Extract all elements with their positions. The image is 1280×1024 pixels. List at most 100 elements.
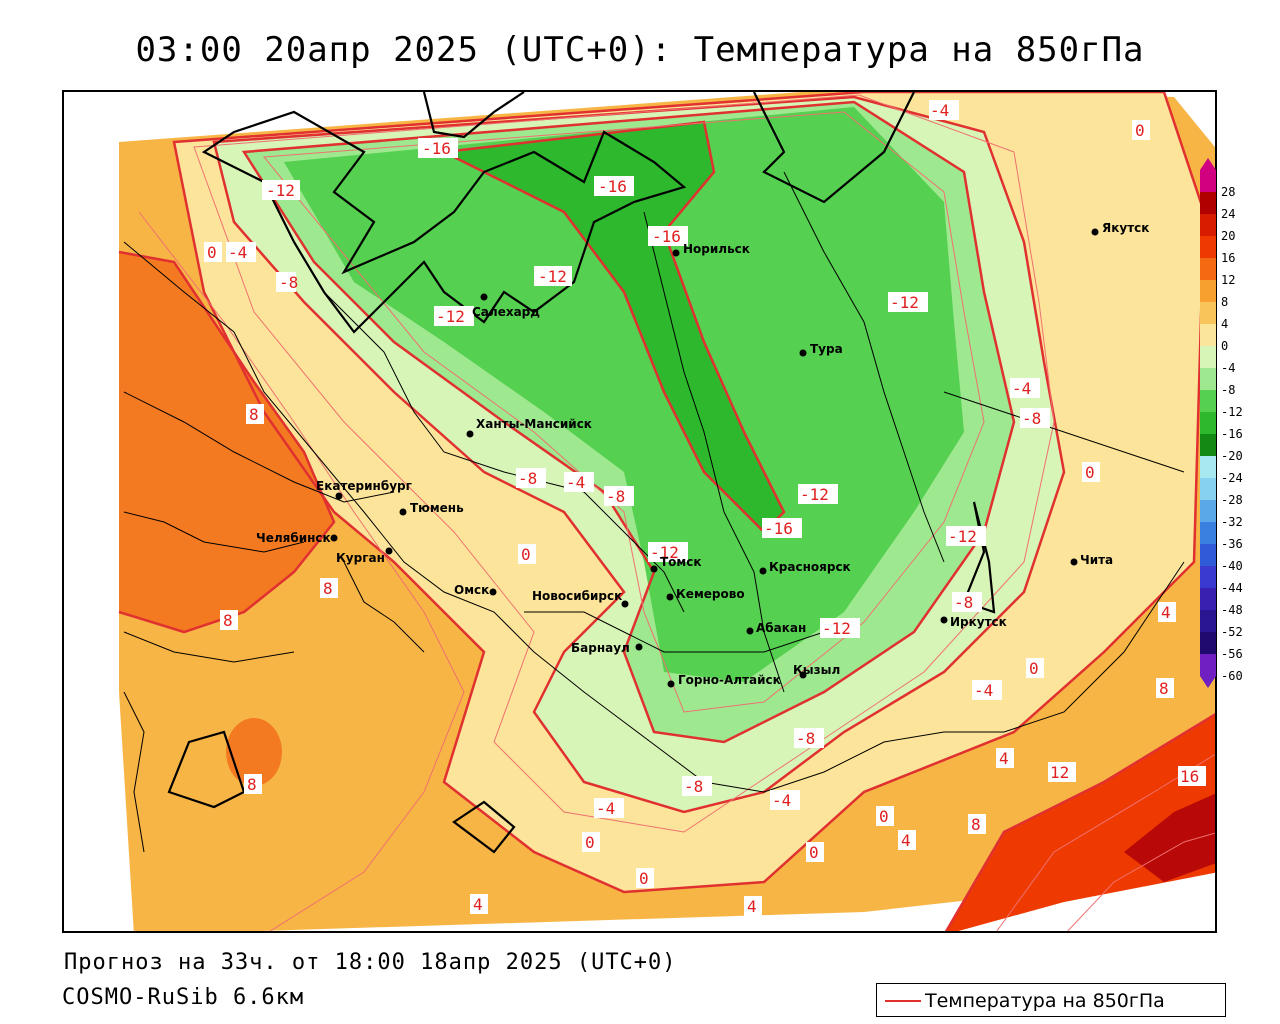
isotherm-label: -4 — [930, 101, 949, 120]
colorbar-swatch — [1200, 500, 1216, 523]
colorbar-tick-label: -48 — [1221, 603, 1243, 617]
colorbar-tick-label: -32 — [1221, 515, 1243, 529]
isotherm-label: -4 — [596, 799, 615, 818]
isotherm-label: -16 — [598, 177, 627, 196]
colorbar-swatches — [1200, 158, 1216, 688]
colorbar-swatch — [1200, 456, 1216, 479]
colorbar-swatch — [1200, 192, 1216, 215]
city-khanty-mansiysk: Ханты-Мансийск — [466, 417, 592, 438]
isotherm-label: -12 — [822, 619, 851, 638]
map-area[interactable]: -16 -12 -12 -16 -16 -12 -4 0 0 -4 -8 -12… — [62, 90, 1217, 933]
field-green — [284, 107, 964, 682]
isotherm-label: 0 — [1135, 121, 1145, 140]
colorbar-tick-label: 28 — [1221, 185, 1236, 199]
colorbar-tick-label: 16 — [1221, 251, 1236, 265]
svg-text:Абакан: Абакан — [756, 621, 806, 635]
isotherm-label: -8 — [518, 469, 537, 488]
city-kurgan: Курган — [336, 547, 393, 565]
city-norilsk: Норильск — [672, 242, 750, 257]
isotherm-label: -12 — [948, 527, 977, 546]
colorbar-swatch — [1200, 214, 1216, 237]
isotherm-label: 8 — [249, 405, 259, 424]
svg-text:Якутск: Якутск — [1102, 221, 1149, 235]
isotherm-label: 4 — [901, 831, 911, 850]
isotherm-label: 8 — [323, 579, 333, 598]
colorbar-tick-label: -52 — [1221, 625, 1243, 639]
colorbar-swatch — [1200, 390, 1216, 413]
svg-text:Ханты-Мансийск: Ханты-Мансийск — [476, 417, 592, 431]
field-hot-east — [946, 714, 1215, 931]
city-gorno-altaysk: Горно-Алтайск — [667, 673, 781, 688]
city-chelyabinsk: Челябинск — [256, 531, 338, 545]
colorbar-swatch — [1200, 544, 1216, 567]
colorbar-swatch — [1200, 324, 1216, 347]
isotherm-label: -12 — [266, 181, 295, 200]
svg-text:Чита: Чита — [1080, 553, 1113, 567]
city-barnaul: Барнаул — [571, 641, 643, 655]
colorbar-tick-label: 0 — [1221, 339, 1229, 353]
svg-text:Екатеринбург: Екатеринбург — [316, 479, 412, 493]
colorbar-swatch — [1200, 346, 1216, 369]
isotherm-label: -8 — [279, 273, 298, 292]
colorbar-tick-label: 24 — [1221, 207, 1236, 221]
city-omsk: Омск — [454, 583, 497, 597]
colorbar-tick-label: -8 — [1221, 383, 1236, 397]
colorbar-swatch — [1200, 478, 1216, 501]
colorbar-swatch — [1200, 566, 1216, 589]
model-name: COSMO-RuSib 6.6км — [62, 985, 305, 1010]
colorbar-tick-label: -60 — [1221, 669, 1243, 683]
isotherm-label: 0 — [1085, 463, 1095, 482]
colorbar-swatch — [1200, 258, 1216, 281]
isotherm-label: -4 — [228, 243, 247, 262]
isotherms — [118, 92, 1215, 931]
isotherm-label: 0 — [639, 869, 649, 888]
isotherm-label: -4 — [566, 473, 585, 492]
isotherm-label: -12 — [538, 267, 567, 286]
colorbar-tick-label: 20 — [1221, 229, 1236, 243]
city-tyumen: Тюмень — [399, 501, 464, 516]
colorbar-tick-label: -24 — [1221, 471, 1243, 485]
city-tomsk: Томск — [650, 555, 702, 573]
city-salekhard: Салехард — [472, 293, 540, 319]
colorbar-swatch — [1200, 368, 1216, 391]
isotherm-label: 12 — [1050, 763, 1069, 782]
isotherm-label: -4 — [974, 681, 993, 700]
svg-text:Салехард: Салехард — [472, 305, 540, 319]
isotherm-label: 8 — [1159, 679, 1169, 698]
colorbar-tick-label: 8 — [1221, 295, 1229, 309]
colorbar-tick-label: -40 — [1221, 559, 1243, 573]
svg-text:Тура: Тура — [810, 342, 843, 356]
svg-text:Омск: Омск — [454, 583, 489, 597]
city-kemerovo: Кемерово — [666, 587, 745, 601]
svg-text:Норильск: Норильск — [683, 242, 750, 256]
colorbar-swatch — [1200, 434, 1216, 457]
colorbar-swatch — [1200, 632, 1216, 655]
isotherm-label: -8 — [796, 729, 815, 748]
colorbar-swatch — [1200, 302, 1216, 325]
colorbar-swatch — [1200, 610, 1216, 633]
isotherm-label: -16 — [652, 227, 681, 246]
forecast-info: Прогноз на 33ч. от 18:00 18апр 2025 (UTC… — [64, 950, 677, 975]
colorbar-swatch — [1200, 412, 1216, 435]
isotherm-label: -12 — [890, 293, 919, 312]
svg-text:Челябинск: Челябинск — [256, 531, 331, 545]
isotherm-label: 0 — [585, 833, 595, 852]
colorbar-swatch — [1200, 280, 1216, 303]
isotherm-label: -4 — [1012, 379, 1031, 398]
cities: Якутск Норильск Салехард Тура Ханты-Манс… — [256, 221, 1149, 688]
svg-text:Тюмень: Тюмень — [410, 501, 464, 515]
colorbar-swatch — [1200, 522, 1216, 545]
colorbar-tick-label: -20 — [1221, 449, 1243, 463]
isotherm-label: -12 — [650, 543, 679, 562]
city-irkutsk: Иркутск — [940, 615, 1007, 629]
city-krasnoyarsk: Красноярск — [759, 560, 851, 575]
svg-text:Кызыл: Кызыл — [793, 663, 840, 677]
colorbar-swatch — [1200, 654, 1216, 677]
colorbar-tick-label: -4 — [1221, 361, 1236, 375]
isotherm-label: 8 — [223, 611, 233, 630]
svg-text:Иркутск: Иркутск — [950, 615, 1007, 629]
colorbar-swatch — [1200, 588, 1216, 611]
isotherm-label: 4 — [473, 895, 483, 914]
isotherm-label: -8 — [954, 593, 973, 612]
city-tura: Тура — [799, 342, 843, 357]
